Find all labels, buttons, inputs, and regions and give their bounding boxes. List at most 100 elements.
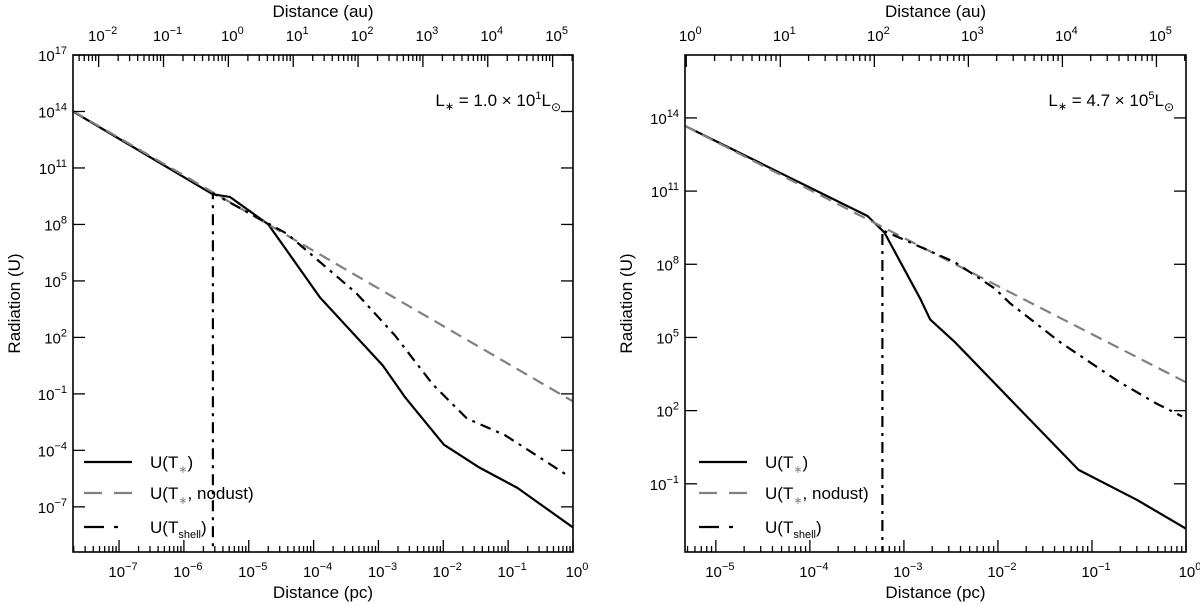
y-tick-label-exp: −4 [54, 440, 67, 452]
legend-label-sub: ∗ [178, 495, 187, 507]
y-tick-label-exp: 5 [61, 271, 67, 283]
series-line-dashed [73, 110, 573, 403]
x-tick-label-exp: −1 [1098, 561, 1111, 573]
x-tick-label-exp: 0 [582, 561, 588, 573]
y-tick-label-exp: 14 [667, 108, 679, 120]
annotation-unit: L [1154, 91, 1163, 110]
x-tick-label: 10−5 [238, 561, 267, 581]
x-tick-label: 10−2 [433, 561, 462, 581]
y-axis-label: Radiation (U) [5, 253, 24, 353]
y-tick-label-exp: 14 [55, 101, 67, 113]
plot-frame [684, 54, 1187, 553]
legend-label: U(T∗, nodust) [765, 484, 869, 507]
legend-label: U(Tshell) [765, 518, 822, 541]
y-tick-label-exp: 2 [61, 327, 67, 339]
series-group [73, 110, 573, 552]
x2-tick-label: 105 [545, 25, 568, 45]
x-tick-label-base: 10 [498, 564, 515, 581]
x-tick-label-exp: −3 [385, 561, 398, 573]
x-tick-label: 10−3 [368, 561, 397, 581]
y-tick-label: 1011 [651, 181, 679, 201]
x2-tick-label-base: 10 [545, 28, 562, 45]
x2-tick-label: 101 [286, 25, 309, 45]
annotation-mid: = 4.7 × 10 [1067, 91, 1148, 110]
legend: U(T∗)U(T∗, nodust)U(Tshell) [84, 453, 254, 541]
legend-label-main: U(T [765, 518, 793, 537]
annotation-L: L [1048, 91, 1057, 110]
x2-axis-label: Distance (au) [272, 2, 373, 21]
y-tick-label-base: 10 [38, 48, 55, 65]
x2-tick-label-exp: 0 [696, 25, 702, 37]
y-tick-label: 108 [656, 254, 679, 274]
y-tick-label-base: 10 [38, 104, 55, 121]
x-tick-label-exp: −2 [1004, 561, 1017, 573]
x-tick-label: 10−7 [108, 561, 137, 581]
x2-axis-label: Distance (au) [885, 2, 986, 21]
legend-label-main: U(T [150, 518, 178, 537]
x-tick-label-exp: −6 [190, 561, 203, 573]
y-tick-label-base: 10 [656, 330, 673, 347]
x-tick-label-base: 10 [705, 564, 722, 581]
y-tick-label-base: 10 [38, 443, 55, 460]
y-tick-label: 10−1 [38, 384, 67, 404]
x2-tick-label-exp: 5 [562, 25, 568, 37]
annotation-L: L [435, 91, 444, 110]
x2-tick-label: 101 [773, 25, 796, 45]
x-tick-label-base: 10 [368, 564, 385, 581]
x2-tick-label-base: 10 [153, 28, 170, 45]
legend-label: U(T∗) [150, 453, 193, 476]
x-axis-label: Distance (pc) [273, 583, 373, 602]
x2-tick-label: 102 [351, 25, 374, 45]
annotation-sup: 1 [535, 90, 541, 102]
x2-tick-label-exp: 0 [238, 25, 244, 37]
series-line-solid [685, 124, 1186, 530]
annotation-unit-sub: ⊙ [1164, 100, 1174, 114]
x2-tick-label-exp: 2 [367, 25, 373, 37]
x-tick-label: 10−4 [799, 561, 828, 581]
x-tick-label-exp: −2 [449, 561, 462, 573]
x2-tick-label-base: 10 [773, 28, 790, 45]
y-tick-label: 1014 [38, 101, 67, 121]
y-tick-label-exp: 8 [673, 254, 679, 266]
x2-tick-label: 10−2 [88, 25, 117, 45]
x2-tick-label-exp: 4 [497, 25, 503, 37]
x-tick-label: 10−2 [987, 561, 1016, 581]
series-line-dashdot [881, 229, 1183, 552]
x2-tick-label: 104 [1055, 25, 1078, 45]
x2-tick-label-exp: 1 [302, 25, 308, 37]
y-tick-label-exp: 17 [55, 45, 67, 57]
x2-tick-label-base: 10 [679, 28, 696, 45]
x-tick-label: 10−1 [1081, 561, 1110, 581]
annotation-sub: ∗ [1058, 101, 1067, 113]
x2-tick-label-exp: 5 [1166, 25, 1172, 37]
y-tick-label-base: 10 [650, 111, 667, 128]
annotation-sup: 5 [1148, 90, 1154, 102]
y-tick-label: 10−4 [38, 440, 67, 460]
x-tick-label-exp: 0 [1195, 561, 1200, 573]
x2-tick-label-base: 10 [351, 28, 368, 45]
x-tick-label-base: 10 [566, 564, 583, 581]
legend-label-rest: , nodust) [803, 484, 869, 503]
x-tick-label-exp: −4 [320, 561, 333, 573]
x2-tick-label-base: 10 [1055, 28, 1072, 45]
legend-label-main: U(T [765, 484, 793, 503]
legend-label-sub: ∗ [793, 464, 802, 476]
x-tick-label-base: 10 [987, 564, 1004, 581]
x-tick-label-base: 10 [893, 564, 910, 581]
y-tick-label-base: 10 [651, 184, 668, 201]
annotation-sub: ∗ [445, 101, 454, 113]
legend: U(T∗)U(T∗, nodust)U(Tshell) [699, 453, 869, 541]
x-tick-label: 10−6 [173, 561, 202, 581]
x2-tick-label-exp: 3 [978, 25, 984, 37]
legend-label-rest: ) [816, 518, 822, 537]
x-tick-label-base: 10 [303, 564, 320, 581]
x2-tick-label-exp: −2 [105, 25, 118, 37]
y-tick-label: 105 [656, 327, 679, 347]
x-tick-label-base: 10 [238, 564, 255, 581]
x-tick-label-base: 10 [1081, 564, 1098, 581]
x2-tick-label: 100 [679, 25, 702, 45]
y-tick-label-base: 10 [656, 257, 673, 274]
x2-tick-label-exp: 4 [1072, 25, 1078, 37]
